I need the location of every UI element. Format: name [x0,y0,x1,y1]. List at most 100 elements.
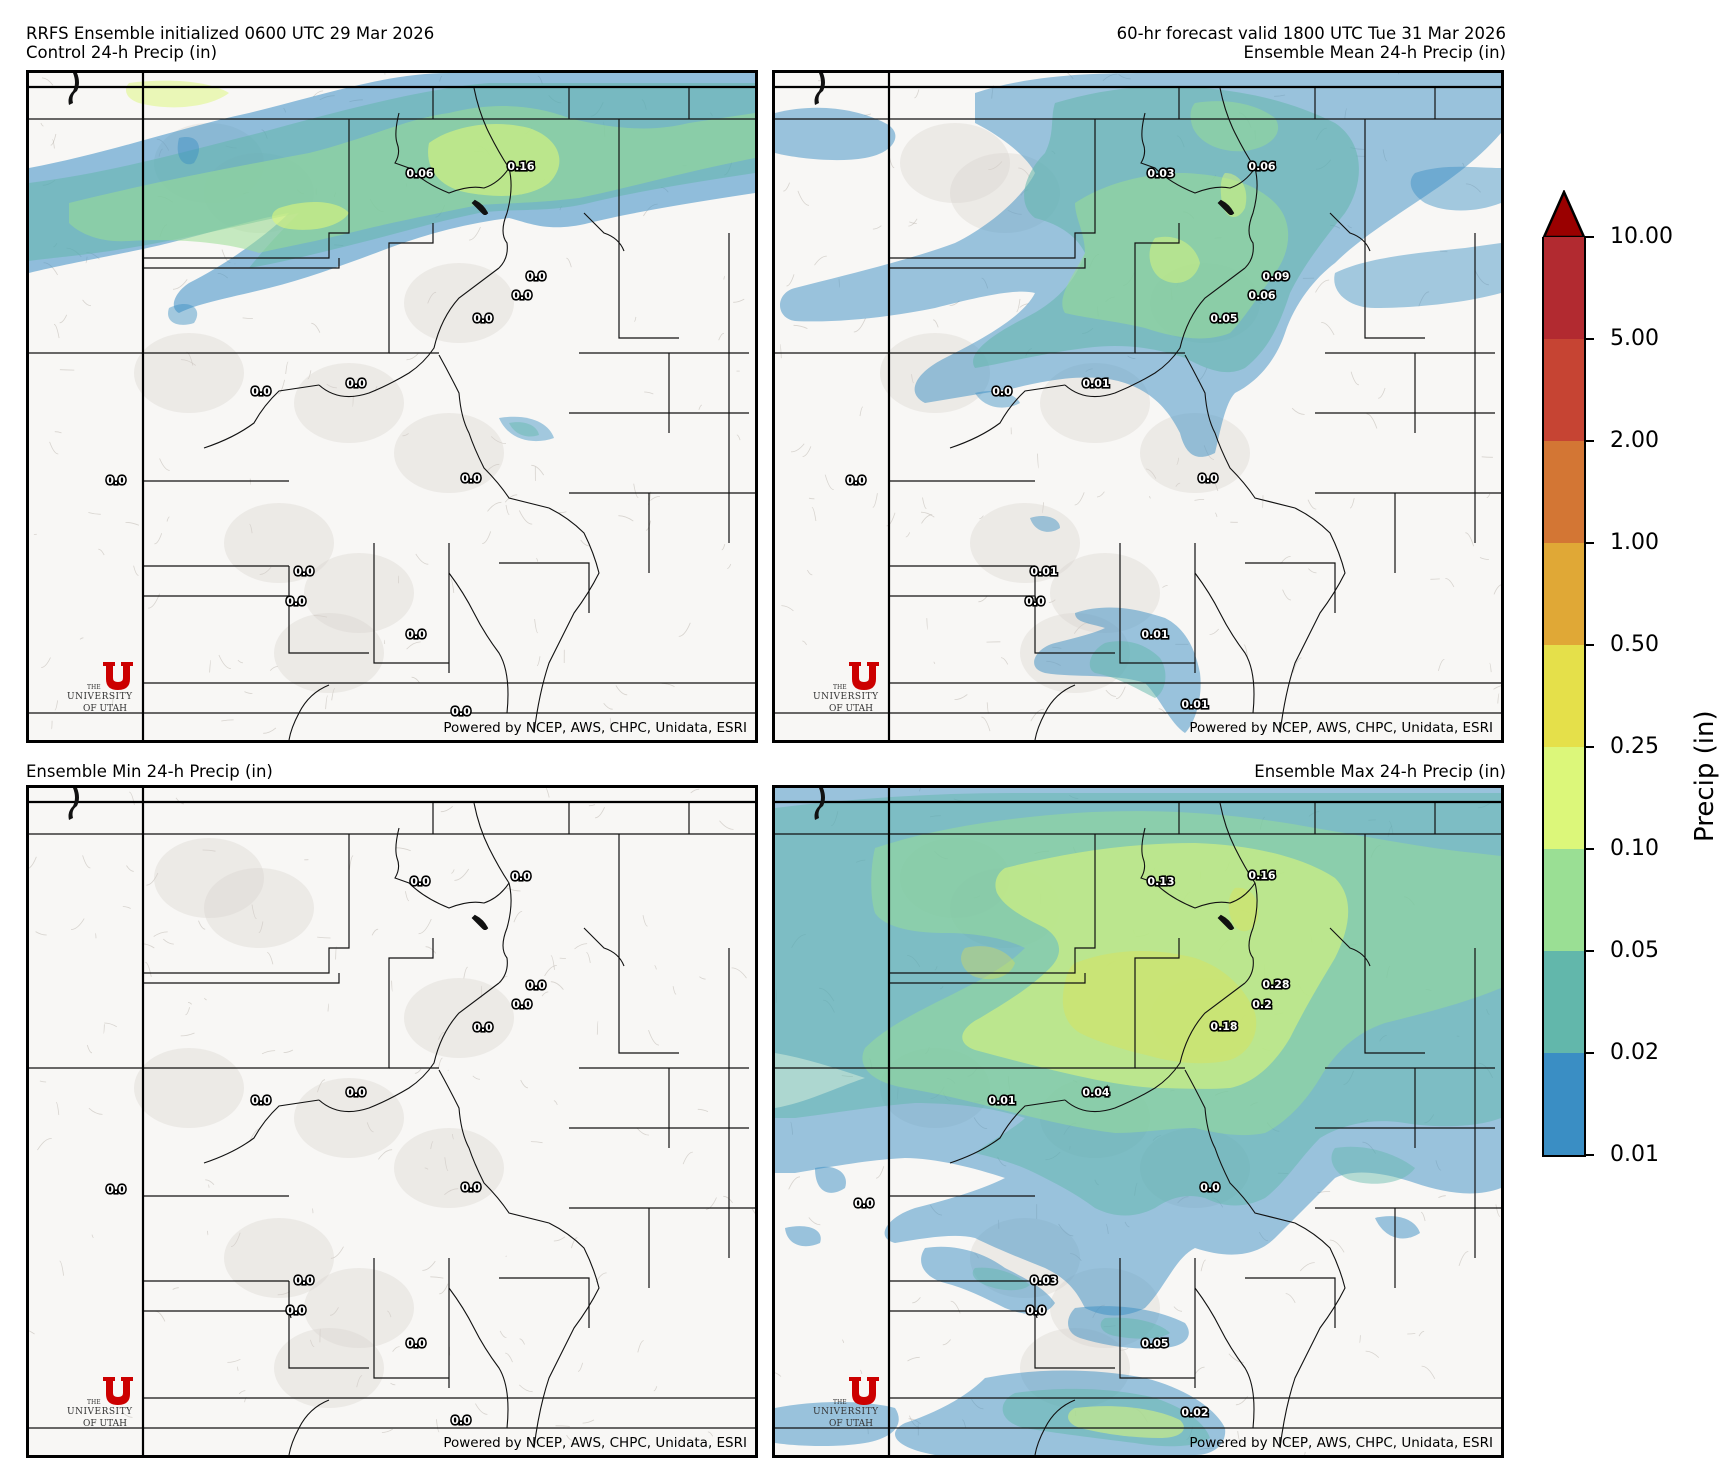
logo-of-utah: OF UTAH [83,704,127,714]
svg-text:0.0: 0.0 [461,1181,481,1194]
min-precip-map: 0.0 0.0 0.0 0.0 0.0 0.0 0.0 0.0 0.0 0.0 0.0 0.0 0.0 0… [26,785,758,1458]
logo-of-utah: OF UTAH [83,1419,127,1429]
svg-text:0.0: 0.0 [461,1181,481,1194]
svg-text:0.0: 0.0 [251,385,271,398]
svg-text:0.0: 0.0 [992,385,1012,398]
init-line: RRFS Ensemble initialized 0600 UTC 29 Ma… [26,24,435,43]
u-block-icon [103,1377,133,1405]
init-title: RRFS Ensemble initialized 0600 UTC 29 Ma… [26,24,434,62]
colorbar-tick-label: 5.00 [1610,326,1659,351]
attribution: Powered by NCEP, AWS, CHPC, Unidata, ESR… [443,720,747,736]
svg-text:0.0: 0.0 [406,1337,426,1350]
svg-text:0.0: 0.0 [251,385,271,398]
map-canvas: 0.130.13 0.160.160.280.280.20.20.180.180.… [775,788,1501,1455]
station-labels: 0.00.0 0.00.00.00.00.00.00.00.00.00.00.00… [105,868,548,1428]
station-labels: 0.060.060.160.160.00.00.00.00.00.00.00.0… [105,158,548,719]
svg-text:0.06: 0.06 [1248,160,1275,173]
colorbar-tick [1584,440,1594,442]
svg-text:0.01: 0.01 [1181,698,1208,711]
colorbar-segment [1544,849,1584,951]
svg-text:0.0: 0.0 [461,472,481,485]
svg-text:0.0: 0.0 [406,628,426,641]
svg-text:0.0: 0.0 [346,1086,366,1099]
svg-text:0.0: 0.0 [473,1021,493,1034]
max-panel-title: Ensemble Max 24-h Precip (in) [1254,762,1506,781]
precip-layer [775,73,1501,733]
svg-text:0.0: 0.0 [1026,1304,1046,1317]
control-panel-title: Control 24-h Precip (in) [26,43,218,62]
colorbar-segment [1544,237,1584,339]
svg-text:0.0: 0.0 [526,979,546,992]
svg-text:0.06: 0.06 [406,167,433,180]
map-canvas: 0.00.0 0.00.00.00.00.00.00.00.00.00.00.00… [29,788,755,1455]
map-canvas: 0.030.030.060.060.090.090.060.060.050.05… [775,73,1501,740]
svg-text:0.0: 0.0 [294,565,314,578]
university-of-utah-logo: THE UNIVERSITY OF UTAH [65,662,145,732]
colorbar-segment [1544,339,1584,441]
colorbar-segment [1544,441,1584,543]
svg-text:0.01: 0.01 [988,1094,1015,1107]
svg-text:0.2: 0.2 [1252,998,1272,1011]
svg-text:0.0: 0.0 [473,312,493,325]
svg-text:0.0: 0.0 [286,1304,306,1317]
colorbar-tick [1584,1154,1594,1156]
svg-text:0.18: 0.18 [1210,1020,1237,1033]
svg-text:0.09: 0.09 [1262,270,1289,283]
colorbar-segment [1544,1053,1584,1155]
lake-shape [814,788,825,820]
attribution: Powered by NCEP, AWS, CHPC, Unidata, ESR… [1189,1435,1493,1451]
mean-precip-map: 0.03 0.03 0.06 0.06 0.09 0.09 0.06 0.06 0.05 0.05… [772,70,1504,743]
colorbar-segment [1544,645,1584,747]
colorbar-tick-label: 0.05 [1610,938,1659,963]
svg-text:0.0: 0.0 [526,979,546,992]
svg-text:0.04: 0.04 [1082,1086,1109,1099]
svg-text:0.13: 0.13 [1147,875,1174,888]
svg-text:0.0: 0.0 [1200,1181,1220,1194]
lake-shape [68,73,79,105]
station-labels: 0.030.030.060.060.090.090.060.060.050.05… [845,158,1292,712]
svg-text:0.03: 0.03 [1147,167,1174,180]
svg-text:0.02: 0.02 [1181,1406,1208,1419]
svg-text:0.0: 0.0 [1026,1304,1046,1317]
svg-text:0.0: 0.0 [473,312,493,325]
colorbar-tick [1584,950,1594,952]
university-of-utah-logo: THE UNIVERSITY OF UTAH [65,1377,145,1447]
svg-text:0.0: 0.0 [106,1183,126,1196]
u-block-icon [849,662,879,690]
svg-text:0.06: 0.06 [1248,289,1275,302]
colorbar-segment [1544,951,1584,1053]
county-boundaries [29,801,755,1455]
valid-title: 60-hr forecast valid 1800 UTC Tue 31 Mar… [1117,24,1506,62]
svg-text:0.03: 0.03 [1147,167,1174,180]
station-labels: 0.130.13 0.160.160.280.280.20.20.180.180.… [853,867,1292,1420]
svg-text:0.06: 0.06 [406,167,433,180]
colorbar-tick [1584,644,1594,646]
svg-text:0.06: 0.06 [1248,289,1275,302]
u-block-icon [103,662,133,690]
max-precip-map: 0.13 0.13 0.16 0.16 0.28 0.28 0.2 0.2 0.18 0.18 0.… [772,785,1504,1458]
attribution: Powered by NCEP, AWS, CHPC, Unidata, ESR… [1189,720,1493,736]
svg-text:0.0: 0.0 [251,1094,271,1107]
svg-text:0.0: 0.0 [406,1337,426,1350]
logo-of-utah: OF UTAH [829,1419,873,1429]
svg-text:0.0: 0.0 [512,998,532,1011]
svg-text:0.0: 0.0 [451,705,471,718]
svg-text:0.0: 0.0 [410,875,430,888]
logo-of-utah: OF UTAH [829,704,873,714]
svg-text:0.0: 0.0 [451,1414,471,1427]
logo-university: UNIVERSITY [813,692,879,702]
colorbar-tick-label: 0.02 [1610,1040,1659,1065]
svg-text:0.2: 0.2 [1252,998,1272,1011]
logo-university: UNIVERSITY [813,1407,879,1417]
svg-text:0.0: 0.0 [106,474,126,487]
valid-line: 60-hr forecast valid 1800 UTC Tue 31 Mar… [1116,24,1506,43]
colorbar-segment [1544,543,1584,645]
colorbar-tick-label: 10.00 [1610,224,1673,249]
svg-text:0.05: 0.05 [1210,312,1237,325]
svg-text:0.0: 0.0 [512,998,532,1011]
svg-text:0.0: 0.0 [473,1021,493,1034]
svg-text:0.01: 0.01 [1030,565,1057,578]
svg-text:0.16: 0.16 [507,160,534,173]
svg-text:0.01: 0.01 [1141,628,1168,641]
svg-text:0.0: 0.0 [526,270,546,283]
